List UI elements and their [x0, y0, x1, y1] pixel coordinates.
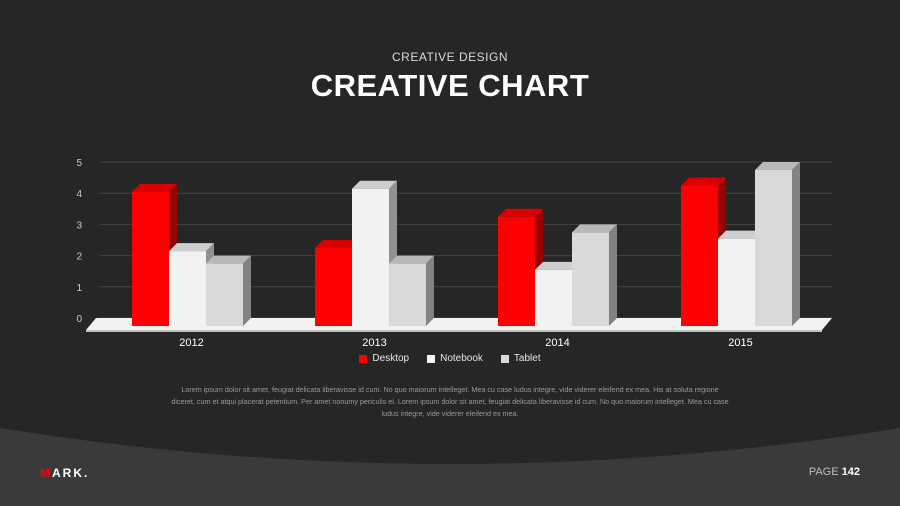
bar-side: [243, 255, 251, 326]
y-tick-label: 3: [76, 220, 82, 231]
bar-top: [169, 243, 214, 252]
bar-top: [206, 255, 251, 264]
body-paragraph: Lorem ipsum dolor sit amet, feugiat deli…: [171, 385, 729, 418]
bar: [206, 263, 243, 326]
bar-top: [498, 208, 543, 217]
legend-label: Tablet: [513, 353, 541, 364]
bar: [535, 269, 572, 326]
legend-item-notebook: Notebook: [427, 353, 483, 364]
bar: [132, 191, 169, 326]
bar: [352, 188, 389, 326]
bar-top: [572, 224, 617, 233]
bar: [718, 238, 755, 326]
page-label: PAGE: [808, 466, 839, 478]
legend-label: Desktop: [372, 353, 410, 364]
y-tick-label: 5: [76, 158, 82, 169]
bar-side: [426, 255, 434, 326]
bar-top: [315, 240, 360, 248]
slide-subtitle: CREATIVE DESIGN: [392, 50, 508, 64]
bar-top: [718, 230, 763, 239]
page-number: 142: [841, 466, 860, 478]
bar-top: [535, 261, 580, 270]
logo-accent: M: [40, 466, 52, 480]
bar-top: [132, 183, 177, 192]
legend-item-tablet: Tablet: [500, 353, 541, 364]
bar: [498, 216, 535, 326]
bar: [389, 263, 426, 326]
bar: [681, 185, 718, 326]
legend-label: Notebook: [440, 353, 483, 364]
y-tick-label: 0: [76, 314, 82, 325]
slide-title: CREATIVE CHART: [310, 68, 590, 103]
logo-text: ARK.: [52, 466, 90, 480]
bar-top: [681, 177, 726, 186]
bar-side: [792, 162, 800, 326]
bar-top: [755, 162, 800, 170]
bar: [169, 251, 206, 326]
page-indicator: PAGE 142: [809, 466, 860, 478]
y-tick-label: 2: [76, 252, 82, 263]
x-tick-label: 2013: [362, 337, 386, 349]
y-tick-label: 4: [76, 189, 82, 200]
bar: [315, 248, 352, 326]
bar-top: [352, 180, 397, 189]
legend-swatch: [427, 354, 436, 363]
bar-top: [389, 255, 434, 264]
x-tick-label: 2015: [728, 337, 752, 349]
chart-floor: [86, 318, 832, 330]
bar: [755, 170, 792, 326]
chart-legend: Desktop Notebook Tablet: [0, 353, 900, 364]
x-tick-label: 2014: [545, 337, 569, 349]
chart-floor-edge: [86, 330, 822, 332]
brand-logo: MARK.: [40, 466, 89, 480]
bar-side: [609, 224, 617, 326]
y-tick-label: 1: [76, 283, 82, 294]
legend-swatch: [359, 354, 368, 363]
x-tick-label: 2012: [179, 337, 203, 349]
legend-item-desktop: Desktop: [359, 353, 409, 364]
bar-chart: 0 1 2 3 4 5 2012 2013 2014 2015: [76, 158, 832, 349]
legend-swatch: [500, 354, 509, 363]
bar: [572, 232, 609, 326]
